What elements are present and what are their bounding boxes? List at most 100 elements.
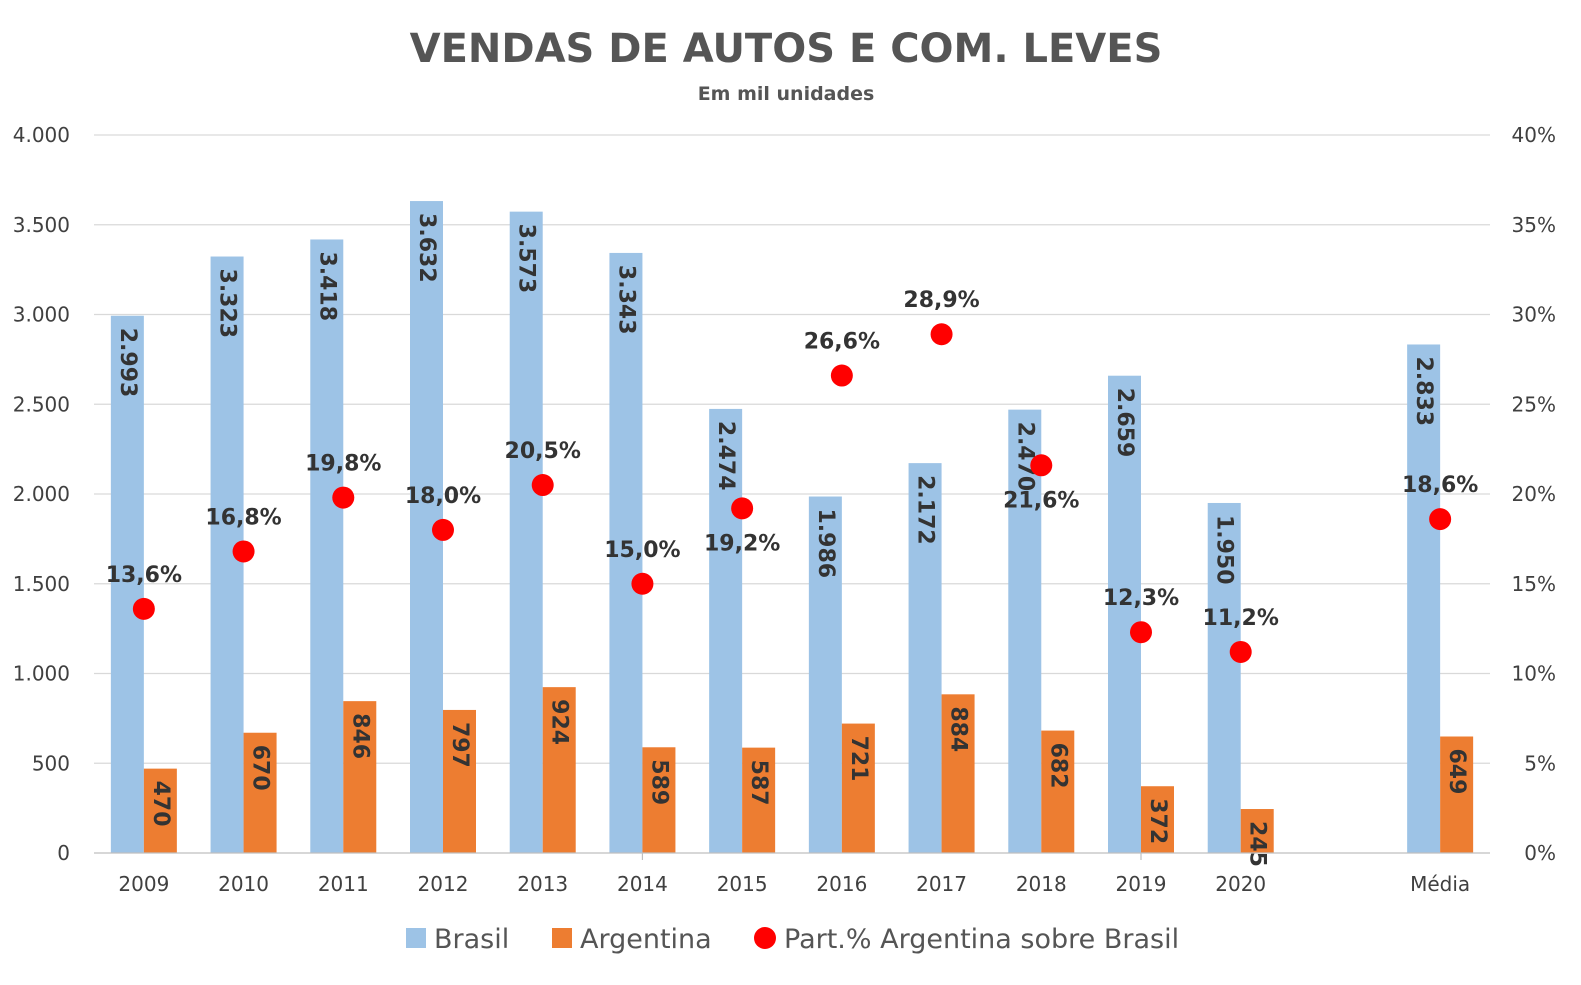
y-right-tick-label: 15% <box>1512 572 1556 596</box>
bar-label-argentina: 470 <box>148 781 173 827</box>
bar-label-brasil: 2.474 <box>713 421 738 491</box>
bar-label-argentina: 682 <box>1045 743 1070 789</box>
point-part-pct <box>631 572 654 595</box>
legend-swatch-brasil <box>406 928 426 948</box>
legend-label-brasil: Brasil <box>434 924 509 955</box>
bar-brasil <box>1207 502 1241 853</box>
point-part-pct <box>830 364 853 387</box>
y-left-tick-label: 3.000 <box>13 303 70 327</box>
point-label-part-pct: 19,8% <box>305 452 381 477</box>
bar-argentina <box>642 747 676 853</box>
point-label-part-pct: 19,2% <box>704 531 780 556</box>
point-label-part-pct: 13,6% <box>106 563 182 588</box>
legend-swatch-argentina <box>552 928 572 948</box>
bar-label-argentina: 721 <box>846 736 871 782</box>
bar-brasil <box>1108 375 1141 853</box>
y-right-tick-label: 20% <box>1512 482 1556 506</box>
bar-label-brasil: 3.418 <box>314 251 339 321</box>
x-tick-label: 2020 <box>1215 872 1266 896</box>
bar-label-argentina: 670 <box>248 745 273 791</box>
point-part-pct <box>1429 508 1452 531</box>
bar-label-brasil: 1.986 <box>813 509 838 579</box>
y-left-tick-label: 1.000 <box>13 662 70 686</box>
y-left-tick-label: 0 <box>57 841 70 865</box>
legend-swatch-part-pct <box>754 927 776 949</box>
x-tick-label: 2015 <box>717 872 768 896</box>
bar-argentina <box>542 687 576 853</box>
point-part-pct <box>731 497 754 520</box>
y-right-tick-label: 10% <box>1512 662 1556 686</box>
bar-argentina <box>143 768 177 853</box>
legend: Brasil Argentina Part.% Argentina sobre Br… <box>406 924 1179 955</box>
x-tick-label: 2010 <box>218 872 269 896</box>
bar-label-argentina: 649 <box>1444 749 1469 795</box>
y-left-tick-label: 2.500 <box>13 392 70 416</box>
bar-label-brasil: 2.659 <box>1112 388 1137 458</box>
bar-brasil <box>509 211 543 854</box>
bar-brasil <box>310 239 344 853</box>
x-tick-label: 2009 <box>118 872 169 896</box>
bar-label-brasil: 2.470 <box>1012 422 1037 492</box>
bar-label-argentina: 924 <box>547 699 572 745</box>
bars <box>110 201 1474 854</box>
bar-label-argentina: 884 <box>946 706 971 752</box>
bar-label-brasil: 1.950 <box>1212 515 1237 585</box>
y-right-tick-label: 5% <box>1524 751 1556 775</box>
bar-argentina <box>1440 736 1474 853</box>
gridlines <box>94 134 1490 764</box>
bar-label-argentina: 372 <box>1145 798 1170 844</box>
point-part-pct <box>1030 454 1053 477</box>
bar-brasil <box>709 408 743 853</box>
x-tick-label: 2011 <box>318 872 369 896</box>
point-label-part-pct: 20,5% <box>505 439 581 464</box>
point-label-part-pct: 15,0% <box>604 538 680 563</box>
x-tick-label: 2019 <box>1116 872 1167 896</box>
x-tick-label: Média <box>1410 872 1470 896</box>
point-label-part-pct: 11,2% <box>1203 606 1279 631</box>
point-part-pct <box>1229 640 1252 663</box>
bar-argentina <box>343 701 377 853</box>
x-tick-label: 2016 <box>816 872 867 896</box>
y-right-tick-label: 40% <box>1512 123 1556 147</box>
bar-argentina <box>1141 786 1174 853</box>
point-label-part-pct: 18,6% <box>1402 473 1478 498</box>
bar-label-argentina: 797 <box>447 722 472 768</box>
bar-brasil <box>1407 344 1441 853</box>
point-label-part-pct: 28,9% <box>903 288 979 313</box>
y-right-tick-label: 25% <box>1512 392 1556 416</box>
bar-label-brasil: 3.632 <box>414 213 439 283</box>
bar-brasil <box>609 252 643 853</box>
bar-brasil <box>908 463 942 853</box>
bar-argentina <box>841 723 875 853</box>
bar-label-argentina: 846 <box>347 713 372 759</box>
bar-label-brasil: 2.172 <box>913 475 938 545</box>
bar-label-argentina: 245 <box>1245 821 1270 867</box>
percentage-labels: 13,6% 16,8% 19,8% 18,0% 20,5% 15,0% 19,2% 26,6%… <box>106 288 1479 631</box>
y-left-tick-label: 1.500 <box>13 572 70 596</box>
bar-label-argentina: 589 <box>646 759 671 805</box>
y-left-tick-label: 4.000 <box>13 123 70 147</box>
x-tick-label: 2013 <box>517 872 568 896</box>
bar-brasil <box>1008 409 1042 853</box>
y-left-tick-label: 3.500 <box>13 213 70 237</box>
x-tick-label: 2012 <box>418 872 469 896</box>
bar-label-brasil: 3.343 <box>613 265 638 335</box>
y-left-tick-label: 500 <box>32 751 70 775</box>
x-tick-label: 2018 <box>1016 872 1067 896</box>
point-part-pct <box>232 540 255 563</box>
point-part-pct <box>132 597 155 620</box>
point-label-part-pct: 21,6% <box>1003 488 1079 513</box>
point-part-pct <box>930 323 953 346</box>
y-axis-right: 0% 5% 10% 15% 20% 25% 30% 35% 40% <box>1512 123 1556 865</box>
bar-argentina <box>243 732 277 853</box>
bar-argentina <box>941 694 975 853</box>
x-axis: 2009 2010 2011 2012 2013 2014 2015 2016 2017 2018… <box>94 852 1490 896</box>
y-right-tick-label: 30% <box>1512 303 1556 327</box>
point-label-part-pct: 12,3% <box>1103 586 1179 611</box>
bar-argentina <box>1041 730 1075 853</box>
x-tick-label: 2017 <box>916 872 967 896</box>
y-right-tick-label: 0% <box>1524 841 1556 865</box>
bar-label-argentina: 587 <box>746 760 771 806</box>
point-part-pct <box>332 486 355 509</box>
